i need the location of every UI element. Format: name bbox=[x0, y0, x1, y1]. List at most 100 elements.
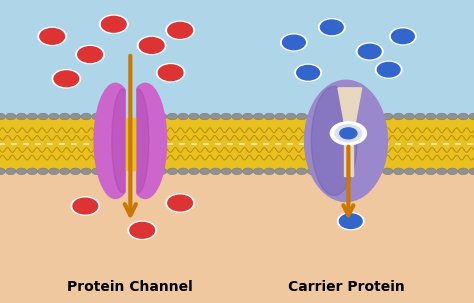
Circle shape bbox=[295, 64, 321, 81]
Circle shape bbox=[404, 168, 415, 175]
Circle shape bbox=[210, 113, 221, 120]
Circle shape bbox=[437, 168, 447, 175]
Circle shape bbox=[339, 214, 362, 228]
Circle shape bbox=[38, 113, 48, 120]
Circle shape bbox=[178, 113, 188, 120]
Circle shape bbox=[339, 168, 350, 175]
Circle shape bbox=[361, 113, 372, 120]
Circle shape bbox=[297, 65, 319, 80]
Circle shape bbox=[447, 168, 458, 175]
Circle shape bbox=[38, 27, 66, 45]
Circle shape bbox=[38, 168, 48, 175]
Circle shape bbox=[283, 35, 305, 50]
Circle shape bbox=[137, 36, 166, 55]
Circle shape bbox=[178, 168, 188, 175]
Circle shape bbox=[426, 168, 436, 175]
Circle shape bbox=[458, 113, 468, 120]
Ellipse shape bbox=[304, 80, 387, 201]
Circle shape bbox=[296, 168, 307, 175]
Circle shape bbox=[135, 168, 145, 175]
Circle shape bbox=[330, 122, 366, 145]
Bar bbox=[344, 132, 353, 176]
Circle shape bbox=[71, 197, 100, 215]
Circle shape bbox=[102, 168, 113, 175]
Circle shape bbox=[76, 45, 104, 64]
Circle shape bbox=[156, 168, 167, 175]
Circle shape bbox=[329, 168, 339, 175]
Circle shape bbox=[49, 168, 59, 175]
Circle shape bbox=[168, 22, 192, 38]
Circle shape bbox=[166, 194, 194, 212]
Circle shape bbox=[128, 221, 156, 239]
Circle shape bbox=[200, 168, 210, 175]
Circle shape bbox=[0, 113, 5, 120]
Circle shape bbox=[232, 113, 242, 120]
Circle shape bbox=[426, 113, 436, 120]
Circle shape bbox=[358, 44, 381, 59]
Circle shape bbox=[415, 168, 425, 175]
Circle shape bbox=[27, 113, 37, 120]
Circle shape bbox=[167, 168, 178, 175]
Circle shape bbox=[78, 47, 102, 62]
Circle shape bbox=[146, 168, 156, 175]
Circle shape bbox=[375, 61, 402, 78]
Circle shape bbox=[156, 64, 185, 82]
Circle shape bbox=[318, 113, 328, 120]
Circle shape bbox=[189, 113, 199, 120]
Ellipse shape bbox=[124, 83, 167, 198]
Circle shape bbox=[372, 113, 382, 120]
Circle shape bbox=[168, 195, 192, 211]
Circle shape bbox=[339, 113, 350, 120]
Text: Carrier Protein: Carrier Protein bbox=[288, 280, 404, 294]
Circle shape bbox=[92, 113, 102, 120]
Circle shape bbox=[275, 168, 285, 175]
Circle shape bbox=[16, 168, 27, 175]
Bar bbox=[0, 0, 474, 144]
Circle shape bbox=[167, 113, 178, 120]
Circle shape bbox=[81, 113, 91, 120]
Polygon shape bbox=[338, 88, 362, 153]
Circle shape bbox=[337, 213, 364, 230]
Circle shape bbox=[281, 34, 307, 51]
Circle shape bbox=[404, 113, 415, 120]
Circle shape bbox=[319, 19, 345, 36]
Circle shape bbox=[393, 168, 404, 175]
Circle shape bbox=[146, 113, 156, 120]
Circle shape bbox=[253, 113, 264, 120]
Circle shape bbox=[6, 113, 16, 120]
Circle shape bbox=[54, 71, 79, 87]
Circle shape bbox=[469, 168, 474, 175]
Circle shape bbox=[156, 113, 167, 120]
Circle shape bbox=[49, 113, 59, 120]
Circle shape bbox=[275, 113, 285, 120]
Circle shape bbox=[189, 168, 199, 175]
Circle shape bbox=[113, 113, 124, 120]
Circle shape bbox=[253, 168, 264, 175]
Circle shape bbox=[392, 29, 414, 44]
Circle shape bbox=[361, 168, 372, 175]
Circle shape bbox=[458, 168, 468, 175]
Circle shape bbox=[243, 168, 253, 175]
Circle shape bbox=[135, 113, 145, 120]
Circle shape bbox=[286, 113, 296, 120]
Circle shape bbox=[59, 113, 70, 120]
Circle shape bbox=[130, 222, 155, 238]
Circle shape bbox=[350, 113, 361, 120]
Circle shape bbox=[40, 28, 64, 44]
Circle shape bbox=[139, 38, 164, 53]
Bar bbox=[126, 144, 135, 303]
Ellipse shape bbox=[94, 83, 137, 198]
Circle shape bbox=[415, 113, 425, 120]
Circle shape bbox=[70, 168, 81, 175]
Circle shape bbox=[6, 168, 16, 175]
Circle shape bbox=[447, 113, 458, 120]
Ellipse shape bbox=[112, 89, 133, 193]
Circle shape bbox=[221, 168, 231, 175]
Bar bbox=[0, 118, 474, 170]
Circle shape bbox=[286, 168, 296, 175]
Circle shape bbox=[469, 113, 474, 120]
Circle shape bbox=[318, 168, 328, 175]
Circle shape bbox=[307, 168, 318, 175]
Circle shape bbox=[200, 113, 210, 120]
Circle shape bbox=[437, 113, 447, 120]
